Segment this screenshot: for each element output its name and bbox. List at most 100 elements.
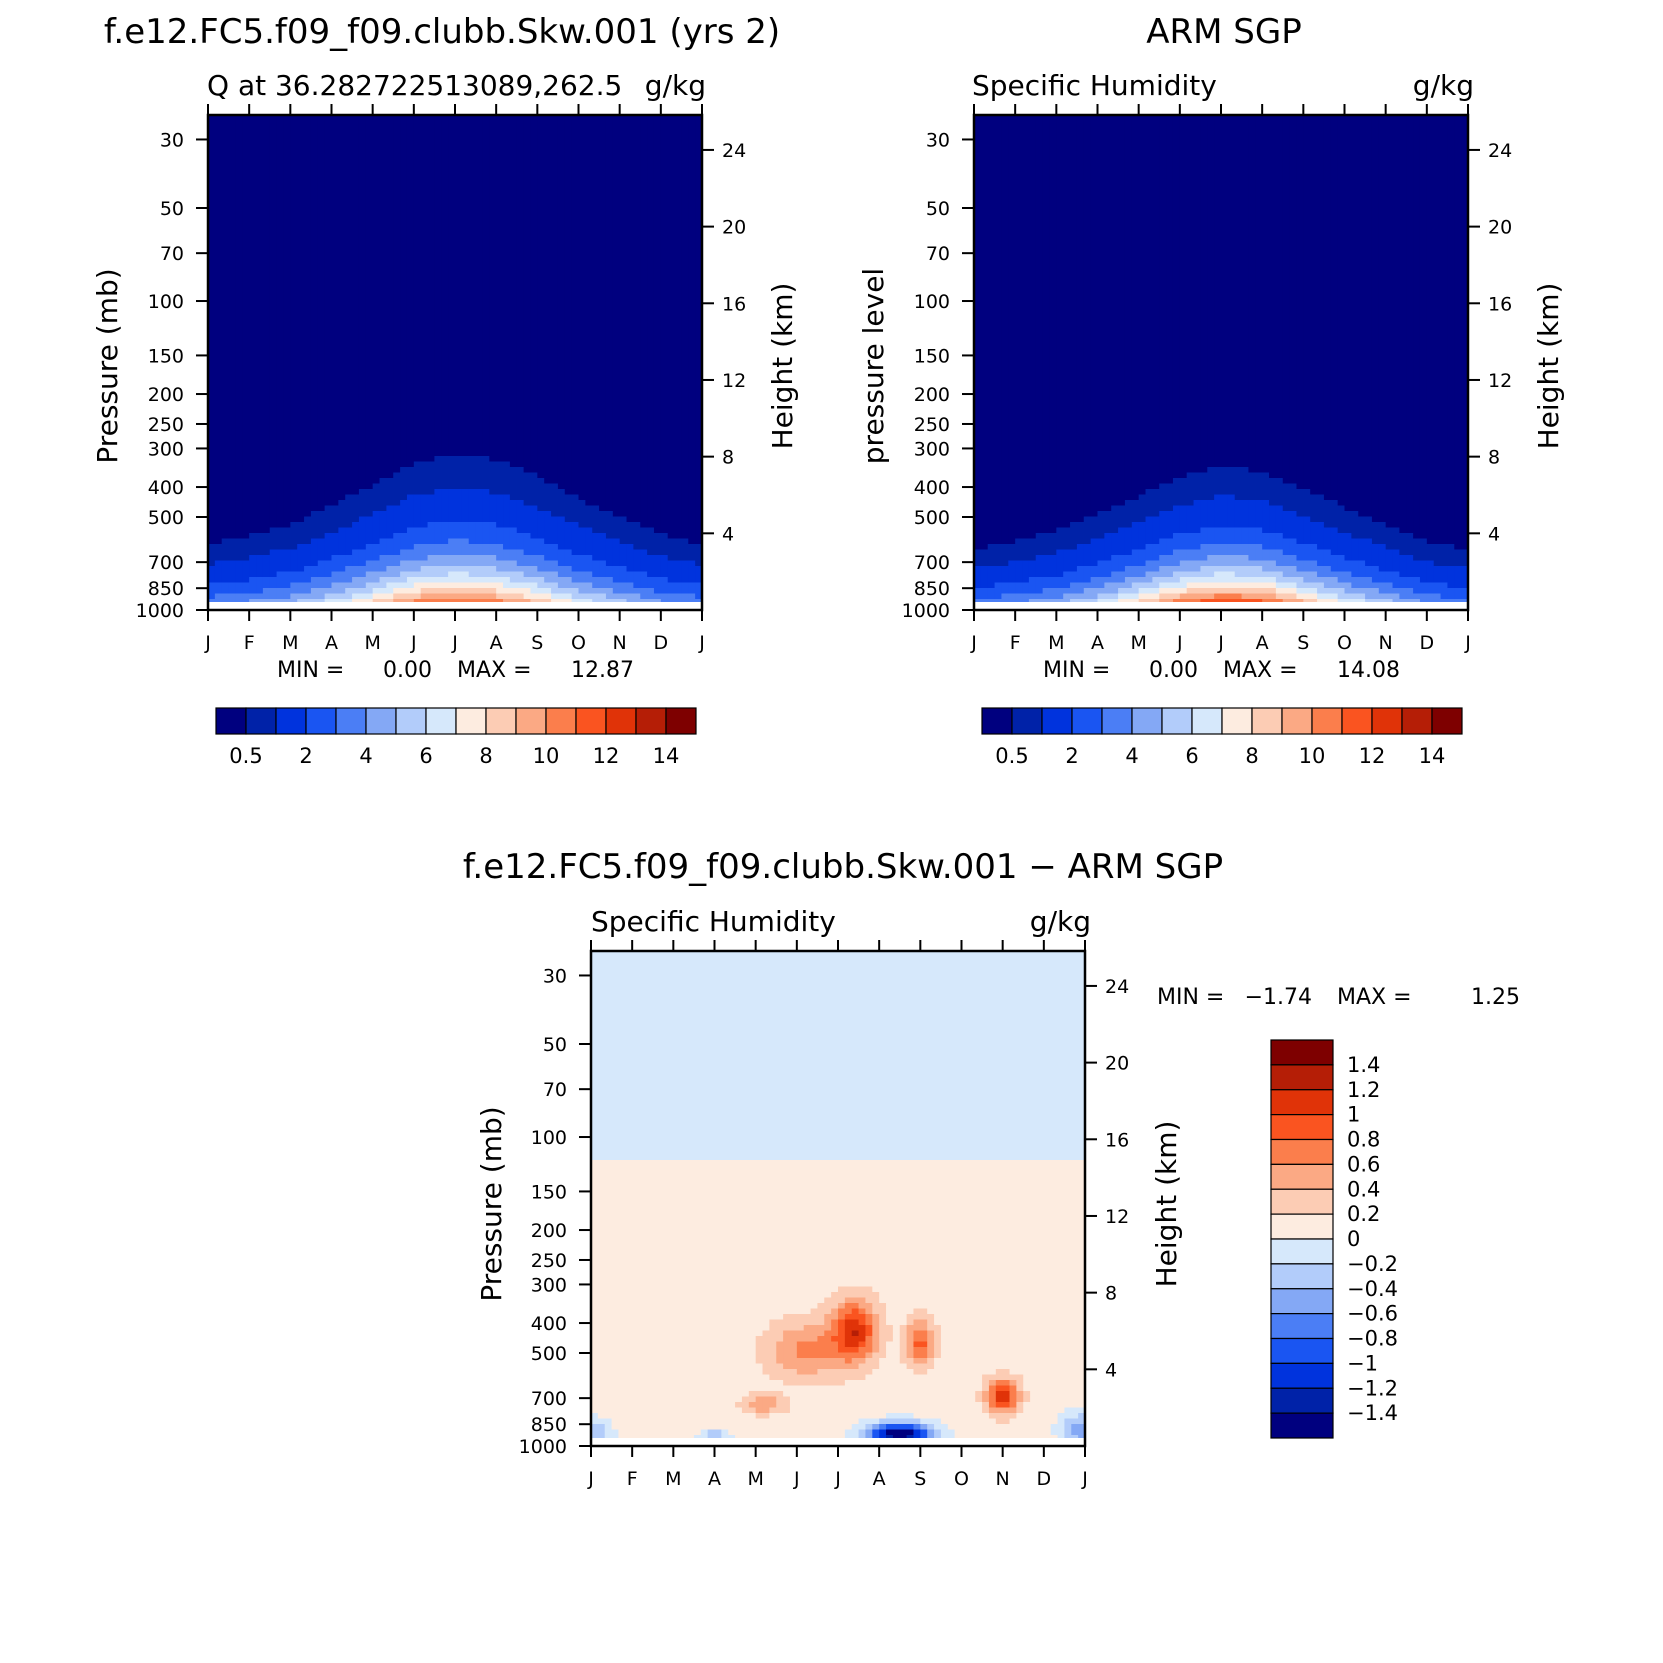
heatmap-cell [544,126,552,133]
heatmap-cell [667,313,676,320]
heatmap-cell [599,302,607,309]
heatmap-cell [427,417,436,424]
heatmap-cell [214,186,223,193]
heatmap-cell [455,395,463,402]
heatmap-cell [551,329,559,336]
heatmap-cell [386,335,394,342]
heatmap-cell [324,230,333,237]
heatmap-cell [358,280,367,287]
heatmap-cell [695,126,702,133]
heatmap-cell [317,434,326,441]
heatmap-cell [235,346,243,353]
heatmap-cell [448,362,456,369]
heatmap-cell [338,340,346,347]
heatmap-cell [653,252,662,259]
heatmap-cell [310,192,319,199]
heatmap-cell [585,428,593,435]
heatmap-cell [324,115,333,122]
heatmap-cell [496,467,504,474]
heatmap-cell [338,131,346,138]
heatmap-cell [283,181,291,188]
heatmap-cell [509,329,518,336]
heatmap-cell [448,461,456,468]
heatmap-cell [455,208,463,215]
heatmap-cell [681,126,689,133]
heatmap-cell [530,335,538,342]
heatmap-cell [434,417,442,424]
heatmap-cell [461,263,470,270]
heatmap-cell [551,412,559,419]
heatmap-cell [516,164,525,171]
heatmap-cell [317,346,326,353]
heatmap-cell [551,115,559,122]
heatmap-cell [214,329,223,336]
heatmap-cell [214,280,223,287]
heatmap-cell [523,192,532,199]
heatmap-cell [681,406,689,413]
heatmap-cell [605,324,614,331]
heatmap-cell [406,230,415,237]
heatmap-cell [358,197,367,204]
heatmap-cell [626,285,634,292]
heatmap-cell [557,318,566,325]
heatmap-cell [681,401,689,408]
heatmap-cell [612,175,621,182]
heatmap-cell [235,456,243,463]
heatmap-cell [352,192,360,199]
heatmap-cell [434,412,442,419]
heatmap-cell [557,208,566,215]
heatmap-cell [221,164,230,171]
heatmap-cell [406,483,415,490]
heatmap-cell [537,390,545,397]
heatmap-cell [372,362,381,369]
heatmap-cell [503,274,511,281]
heatmap-cell [358,489,367,496]
heatmap-cell [578,456,586,463]
heatmap-cell [537,335,545,342]
heatmap-cell [352,384,360,391]
heatmap-cell [228,428,237,435]
heatmap-cell [317,269,326,276]
heatmap-cell [455,291,463,298]
heatmap-cell [619,208,628,215]
heatmap-cell [276,313,285,320]
heatmap-cell [551,126,559,133]
heatmap-cell [647,467,655,474]
heatmap-cell [640,120,648,127]
heatmap-cell [667,417,676,424]
heatmap-cell [262,263,271,270]
heatmap-cell [372,406,381,413]
heatmap-cell [667,461,676,468]
heatmap-cell [338,263,346,270]
heatmap-cell [509,434,518,441]
heatmap-cell [441,423,449,430]
heatmap-cell [537,236,545,243]
heatmap-cell [276,236,285,243]
heatmap-cell [413,340,422,347]
heatmap-cell [578,406,586,413]
heatmap-cell [269,307,278,314]
heatmap-cell [221,269,230,276]
heatmap-cell [626,395,634,402]
heatmap-cell [256,340,264,347]
heatmap-cell [653,307,662,314]
heatmap-cell [585,225,593,232]
heatmap-cell [358,335,367,342]
heatmap-cell [441,483,449,490]
heatmap-cell [338,269,346,276]
heatmap-cell [585,489,593,496]
heatmap-cell [557,357,566,364]
heatmap-cell [503,203,511,210]
heatmap-cell [276,329,285,336]
heatmap-cell [530,115,538,122]
heatmap-cell [208,335,216,342]
heatmap-cell [221,258,230,265]
heatmap-cell [640,192,648,199]
heatmap-cell [571,313,580,320]
heatmap-cell [544,203,552,210]
heatmap-cell [468,329,477,336]
heatmap-cell [461,351,470,358]
heatmap-cell [400,478,408,485]
heatmap-cell [695,461,702,468]
heatmap-cell [358,285,367,292]
